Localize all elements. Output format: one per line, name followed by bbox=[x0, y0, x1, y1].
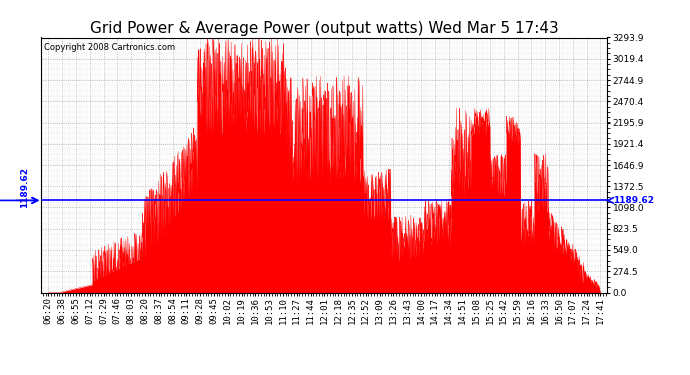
Text: 1189.62: 1189.62 bbox=[613, 196, 654, 205]
Text: 1189.62: 1189.62 bbox=[19, 167, 29, 208]
Title: Grid Power & Average Power (output watts) Wed Mar 5 17:43: Grid Power & Average Power (output watts… bbox=[90, 21, 559, 36]
Text: Copyright 2008 Cartronics.com: Copyright 2008 Cartronics.com bbox=[44, 43, 175, 52]
